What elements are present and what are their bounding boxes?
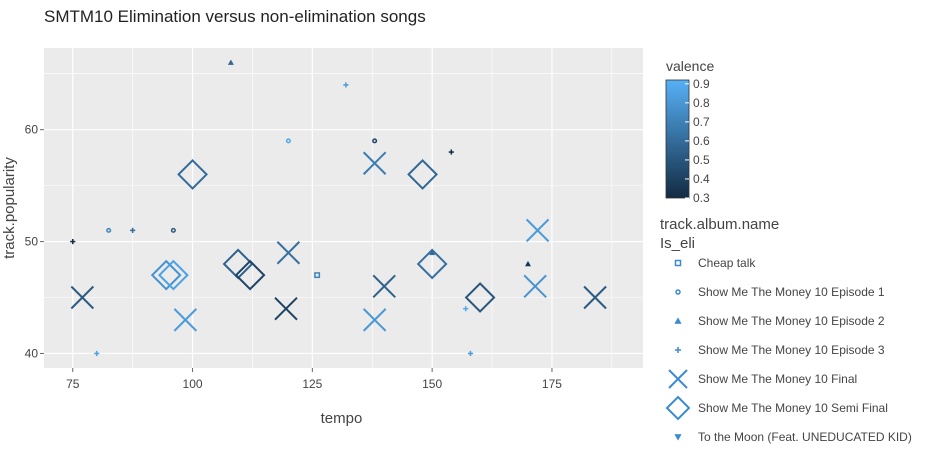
color-legend-tick-label: 0.6: [693, 134, 710, 148]
shape-legend-label: Show Me The Money 10 Episode 2: [698, 314, 885, 328]
data-point: [463, 306, 469, 312]
data-point: [70, 285, 95, 310]
data-point: [106, 227, 112, 233]
y-tick-label: 60: [25, 123, 39, 137]
data-point: [343, 82, 349, 88]
data-point: [464, 282, 496, 313]
shape-legend-label: To the Moon (Feat. UNEDUCATED KID): [698, 430, 912, 444]
color-legend-tick-label: 0.4: [693, 172, 710, 186]
y-tick-label: 50: [25, 235, 39, 249]
shape-legend-label: Show Me The Money 10 Episode 1: [698, 285, 885, 299]
data-point: [372, 138, 378, 144]
x-tick-label: 100: [183, 377, 203, 391]
x-tick-label: 175: [542, 377, 562, 391]
shape-legend-key: [668, 369, 688, 389]
color-legend-title: valence: [666, 58, 714, 74]
data-point: [523, 274, 547, 299]
data-point: [274, 296, 298, 321]
shape-legend-key: [674, 259, 682, 267]
x-axis-title: tempo: [321, 410, 363, 427]
data-point: [157, 259, 189, 291]
color-legend-tick-label: 0.9: [693, 77, 710, 91]
data-point: [416, 248, 448, 280]
data-point: [227, 59, 234, 65]
color-legend-tick-label: 0.7: [693, 115, 710, 129]
data-point: [285, 138, 291, 144]
data-point: [130, 227, 136, 233]
x-tick-label: 125: [302, 377, 322, 391]
data-point: [170, 227, 176, 233]
data-point: [407, 159, 438, 190]
data-point: [372, 274, 396, 299]
data-point: [234, 259, 266, 291]
shape-legend-label: Show Me The Money 10 Semi Final: [698, 401, 888, 415]
shape-legend-label: Cheap talk: [698, 256, 756, 270]
shape-legend-key: [674, 434, 682, 441]
y-tick-label: 40: [25, 346, 39, 360]
data-point: [362, 151, 387, 175]
color-legend-bar: [665, 79, 690, 199]
data-point: [524, 260, 532, 267]
x-tick-label: 75: [66, 377, 80, 391]
data-point: [583, 285, 607, 310]
data-point: [173, 308, 198, 332]
data-points-layer: [70, 59, 607, 357]
data-point: [467, 350, 474, 357]
x-tick-label: 150: [422, 377, 442, 391]
data-point: [314, 272, 321, 279]
data-point: [448, 149, 454, 155]
shape-legend-key: [665, 395, 691, 421]
shape-legend-title: track.album.name: [660, 216, 779, 233]
data-point: [362, 308, 387, 332]
data-point: [70, 238, 76, 245]
shape-legend-key: [675, 347, 681, 353]
shape-legend-key: [674, 317, 682, 324]
shape-legend-subtitle: Is_eli: [660, 235, 695, 252]
color-legend-tick-label: 0.8: [693, 96, 710, 110]
plot-panel: [44, 48, 643, 368]
y-axis-title: track.popularity: [1, 157, 18, 259]
chart-title: SMTM10 Elimination versus non-eliminatio…: [44, 7, 426, 26]
shape-legend-label: Show Me The Money 10 Final: [698, 372, 857, 386]
color-legend-tick-label: 0.5: [693, 153, 710, 167]
data-point: [150, 259, 182, 291]
color-legend-tick-label: 0.3: [693, 191, 710, 205]
data-point: [177, 159, 208, 190]
data-point: [525, 218, 550, 243]
data-point: [276, 241, 301, 265]
data-point: [94, 350, 100, 357]
shape-legend-label: Show Me The Money 10 Episode 3: [698, 343, 885, 357]
shape-legend-key: [675, 289, 681, 295]
